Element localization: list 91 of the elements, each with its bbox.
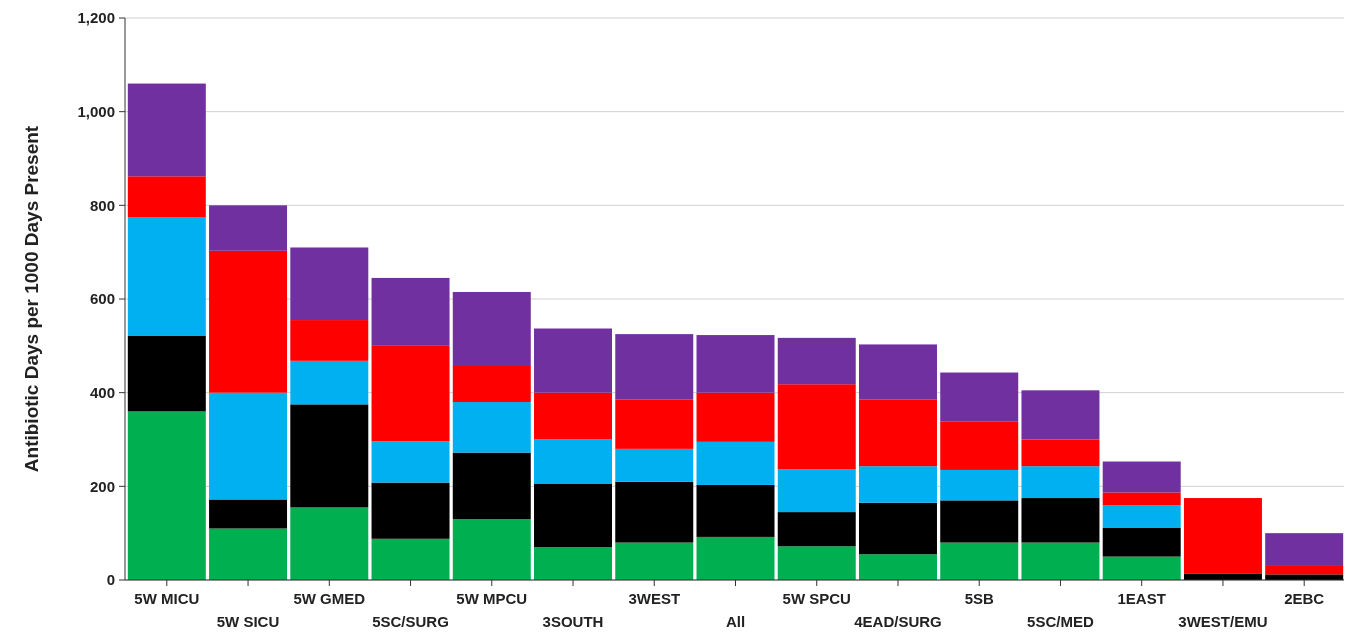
bar — [1102, 461, 1181, 493]
bar — [1021, 498, 1100, 543]
bar — [371, 482, 450, 539]
bar — [452, 365, 531, 403]
x-tick-label: 5W SICU — [216, 613, 280, 630]
bar — [696, 335, 775, 393]
bar — [452, 519, 531, 580]
bar — [209, 250, 288, 393]
bar — [940, 469, 1019, 501]
bar — [615, 448, 694, 482]
bar — [940, 542, 1019, 580]
bar — [615, 399, 694, 449]
y-tick-label: 200 — [89, 477, 115, 495]
x-tick-label: 5SC/SURG — [372, 613, 449, 630]
bar — [1102, 527, 1181, 557]
bar — [290, 320, 369, 361]
bar — [777, 384, 856, 470]
bar — [940, 500, 1019, 543]
bar — [534, 547, 613, 580]
bar — [127, 335, 206, 412]
y-tick-label: 0 — [106, 571, 115, 589]
x-tick-label: All — [725, 613, 746, 630]
bar — [371, 538, 450, 580]
bar — [1021, 542, 1100, 580]
bar — [534, 439, 613, 484]
bar — [615, 542, 694, 580]
bar — [858, 554, 937, 580]
x-tick-label: 5W MICU — [134, 590, 200, 607]
bar — [696, 441, 775, 485]
bar — [858, 466, 937, 503]
bar — [371, 277, 450, 346]
bar — [1183, 498, 1262, 574]
bar — [615, 481, 694, 543]
bar — [209, 499, 288, 529]
x-tick-label: 4EAD/SURG — [854, 613, 942, 630]
bar — [290, 247, 369, 321]
x-tick-label: 1EAST — [1117, 590, 1166, 607]
x-tick-label: 2EBC — [1284, 590, 1325, 607]
bar — [1102, 556, 1181, 580]
y-tick-label: 1,200 — [77, 9, 115, 27]
bar — [940, 421, 1019, 470]
bar — [127, 176, 206, 218]
bar — [534, 392, 613, 440]
bar — [290, 360, 369, 405]
x-tick-label: 3WEST/EMU — [1178, 613, 1268, 630]
y-tick-label: 800 — [89, 196, 115, 214]
x-tick-label: 5W MPCU — [456, 590, 528, 607]
y-tick-label: 400 — [89, 383, 115, 401]
x-tick-label: 5SC/MED — [1027, 613, 1094, 630]
bar — [452, 291, 531, 366]
y-axis-title: Antibiotic Days per 1000 Days Present — [21, 125, 42, 473]
bar — [696, 484, 775, 537]
x-tick-label: 3SOUTH — [542, 613, 604, 630]
bar — [1021, 466, 1100, 499]
bar — [858, 399, 937, 467]
bar — [371, 345, 450, 442]
x-tick-label: 5W GMED — [293, 590, 366, 607]
x-tick-label: 3WEST — [628, 590, 681, 607]
bar — [858, 502, 937, 555]
bar — [1021, 390, 1100, 440]
bar — [209, 392, 288, 500]
bar — [1265, 565, 1344, 575]
bar — [858, 344, 937, 400]
bar — [777, 546, 856, 580]
bar — [290, 404, 369, 508]
y-tick-label: 600 — [89, 290, 115, 308]
bar — [452, 452, 531, 520]
bar — [1021, 439, 1100, 467]
bar — [209, 528, 288, 580]
bar — [1102, 492, 1181, 506]
bar — [452, 402, 531, 453]
y-tick-label: 1,000 — [77, 102, 115, 120]
bar — [777, 512, 856, 547]
bar — [1265, 533, 1344, 566]
bar — [1102, 505, 1181, 528]
bar — [290, 507, 369, 580]
bar — [127, 217, 206, 336]
bar — [615, 334, 694, 400]
bar — [777, 337, 856, 385]
bar — [534, 328, 613, 393]
x-tick-label: 5SB — [964, 590, 994, 607]
bar — [127, 411, 206, 580]
bar — [940, 372, 1019, 422]
bar — [777, 469, 856, 513]
bar — [127, 83, 206, 177]
bar — [696, 536, 775, 580]
bar — [534, 483, 613, 548]
bar — [371, 441, 450, 483]
bar — [696, 392, 775, 442]
x-tick-label: 5W SPCU — [782, 590, 851, 607]
bar — [209, 205, 288, 251]
